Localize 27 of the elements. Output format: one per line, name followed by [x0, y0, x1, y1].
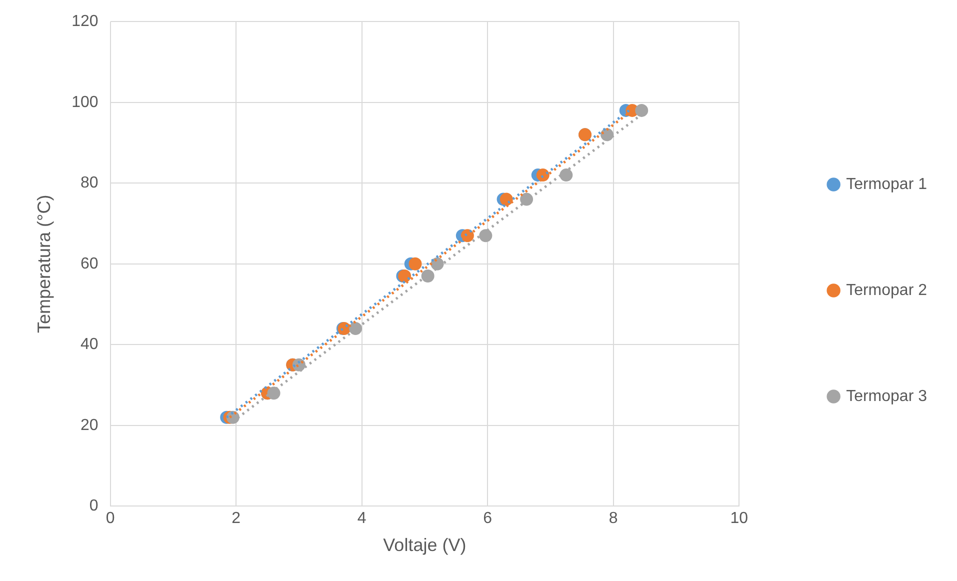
- y-tick-label: 120: [72, 13, 98, 30]
- x-axis-title: Voltaje (V): [383, 535, 466, 556]
- legend-label: Termopar 3: [846, 388, 928, 405]
- y-tick-label: 100: [72, 94, 98, 111]
- x-tick-label: 10: [730, 510, 748, 528]
- legend-label: Termopar 1: [846, 176, 928, 193]
- y-tick-label: 20: [80, 416, 98, 434]
- point: [421, 270, 434, 283]
- y-tick-label: 0: [89, 498, 98, 515]
- point: [500, 192, 513, 206]
- point: [267, 386, 280, 400]
- legend-label: Termopar 2: [846, 282, 928, 299]
- point: [479, 229, 492, 242]
- point: [635, 104, 648, 117]
- x-tick-label: 6: [483, 510, 492, 528]
- y-tick-label: 60: [80, 255, 98, 272]
- point: [520, 192, 534, 206]
- point: [408, 257, 422, 270]
- point: [560, 168, 573, 182]
- y-tick-label: 80: [80, 174, 98, 192]
- x-tick-label: 0: [106, 510, 115, 528]
- x-tick-label: 8: [608, 510, 618, 528]
- point: [349, 322, 362, 336]
- y-tick-label: 40: [80, 336, 98, 354]
- x-tick-label: 4: [357, 510, 366, 528]
- x-tick-label: 2: [232, 510, 241, 528]
- y-axis-title: Temperatura (°C): [34, 194, 54, 334]
